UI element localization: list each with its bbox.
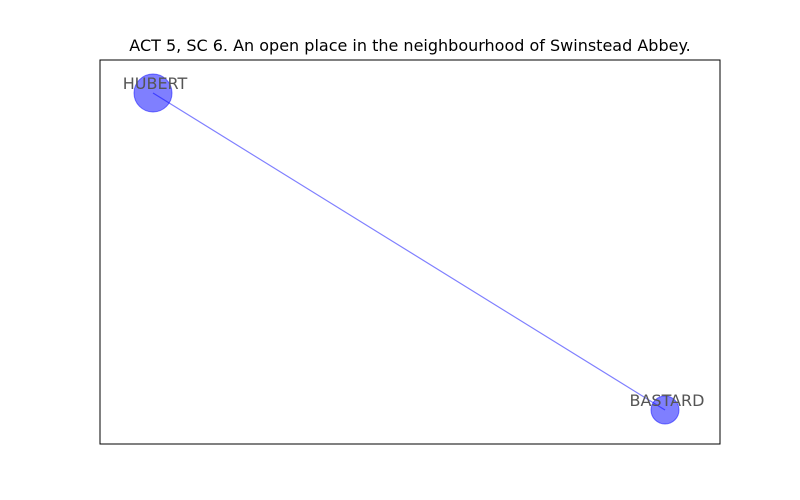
node-bastard [650, 395, 680, 425]
edge-hubert-bastard [152, 92, 666, 411]
plot-frame [99, 59, 721, 445]
node-label-hubert: HUBERT [123, 74, 188, 93]
plot-title: ACT 5, SC 6. An open place in the neighb… [129, 36, 691, 55]
node-hubert [133, 73, 173, 113]
nodes-layer [133, 73, 680, 425]
node-label-bastard: BASTARD [630, 391, 705, 410]
labels-layer: HUBERT BASTARD [123, 74, 705, 410]
edges-layer [152, 92, 666, 411]
